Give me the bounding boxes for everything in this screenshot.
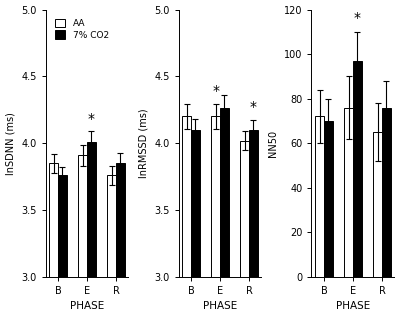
Bar <box>353 61 362 277</box>
Bar <box>107 175 116 277</box>
Bar <box>58 175 67 277</box>
X-axis label: PHASE: PHASE <box>203 301 237 311</box>
Bar <box>220 108 229 277</box>
Bar <box>344 107 353 277</box>
Bar <box>249 130 258 277</box>
Bar <box>78 155 87 277</box>
Bar <box>182 116 191 277</box>
Legend: AA, 7% CO2: AA, 7% CO2 <box>50 14 113 44</box>
X-axis label: PHASE: PHASE <box>336 301 370 311</box>
Bar <box>191 130 200 277</box>
Bar <box>324 121 333 277</box>
Text: *: * <box>88 112 95 126</box>
Bar <box>373 132 382 277</box>
Bar <box>211 116 220 277</box>
Bar <box>49 163 58 277</box>
Text: *: * <box>212 84 219 98</box>
Bar <box>240 140 249 277</box>
Text: *: * <box>354 11 361 25</box>
Bar <box>382 107 391 277</box>
Y-axis label: NN50: NN50 <box>268 130 278 157</box>
Bar <box>87 142 96 277</box>
Bar <box>116 163 125 277</box>
Bar <box>315 116 324 277</box>
Y-axis label: lnRMSSD (ms): lnRMSSD (ms) <box>138 108 148 178</box>
Y-axis label: lnSDNN (ms): lnSDNN (ms) <box>6 112 16 175</box>
Text: *: * <box>250 100 257 114</box>
X-axis label: PHASE: PHASE <box>70 301 104 311</box>
